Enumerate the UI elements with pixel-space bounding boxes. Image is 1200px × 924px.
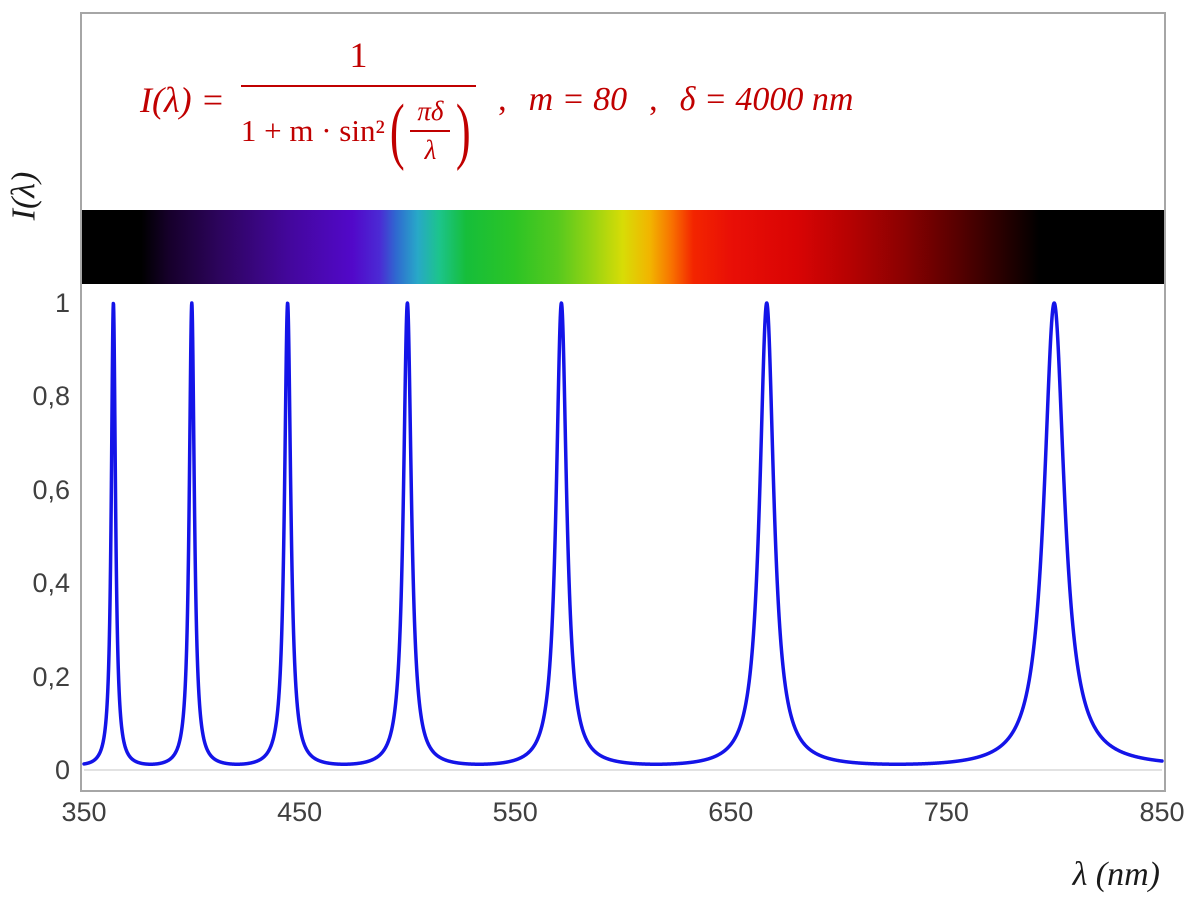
formula-den-prefix: 1 + m · sin²	[240, 113, 385, 148]
x-tick-label: 850	[1139, 797, 1185, 827]
x-axis-title: λ (nm)	[1072, 856, 1160, 893]
x-tick-label: 350	[61, 797, 107, 827]
x-tick-label: 550	[492, 797, 538, 827]
comma-separator: ,	[649, 81, 658, 118]
formula-denominator: 1 + m · sin² ( πδ λ )	[240, 87, 476, 172]
x-tick-label: 650	[708, 797, 754, 827]
formula-fraction: 1 1 + m · sin² ( πδ λ )	[240, 34, 477, 172]
comma-separator: ,	[498, 81, 507, 118]
y-tick-label: 0	[54, 755, 70, 785]
chart-frame: I(λ) = 1 1 + m · sin² ( πδ λ ) , m = 80 …	[80, 12, 1166, 792]
x-tick-label: 450	[277, 797, 323, 827]
intensity-curve	[82, 301, 1164, 766]
intensity-curve-plot	[82, 301, 1164, 771]
close-paren: )	[456, 89, 472, 172]
formula: I(λ) = 1 1 + m · sin² ( πδ λ ) , m = 80 …	[140, 34, 854, 172]
y-tick-label: 0,4	[32, 568, 70, 599]
y-axis-title: I(λ)	[0, 148, 48, 244]
open-paren: (	[389, 89, 405, 172]
param-m: m = 80	[528, 81, 628, 118]
inner-denominator: λ	[424, 135, 437, 165]
y-tick-label: 0,2	[32, 661, 70, 692]
y-tick-label: 1	[54, 288, 70, 318]
formula-numerator: 1	[240, 34, 477, 87]
x-tick-label: 750	[923, 797, 969, 827]
param-delta: δ = 4000 nm	[679, 81, 854, 118]
visible-spectrum-bar	[82, 210, 1164, 284]
y-tick-label: 0,6	[32, 474, 70, 505]
inner-fraction: πδ λ	[410, 96, 451, 166]
formula-lhs: I(λ) =	[140, 80, 225, 120]
y-axis-title-text: I(λ)	[5, 171, 43, 221]
inner-numerator: πδ	[410, 96, 451, 132]
y-tick-label: 0,8	[32, 381, 70, 412]
